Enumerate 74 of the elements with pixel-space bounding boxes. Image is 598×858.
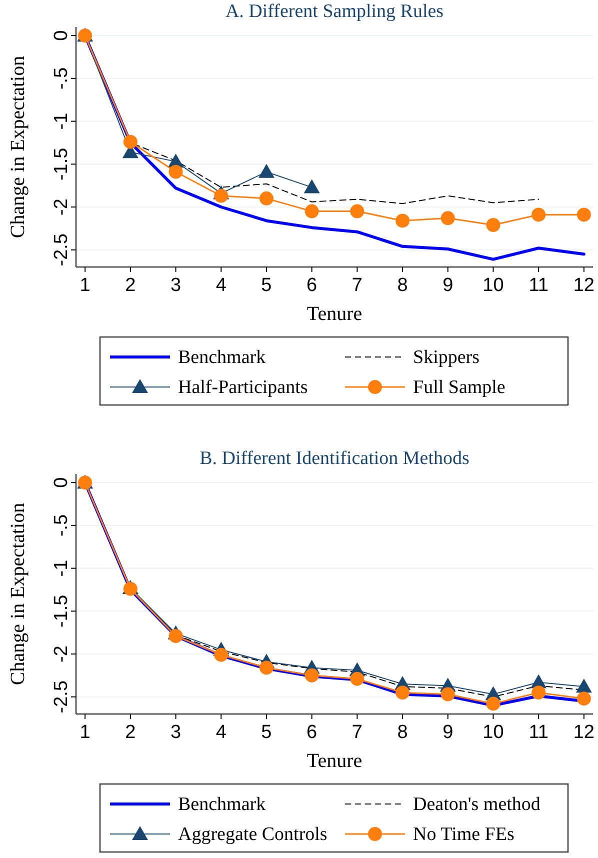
point xyxy=(258,164,274,178)
x-tick-label: 11 xyxy=(528,722,548,743)
y-tick-label: -1 xyxy=(51,112,72,130)
y-tick-label: -1.5 xyxy=(51,594,72,628)
x-tick-label: 8 xyxy=(397,275,408,296)
x-tick-label: 2 xyxy=(125,722,136,743)
point xyxy=(440,687,455,702)
x-tick-label: 1 xyxy=(80,275,90,296)
point xyxy=(259,660,274,675)
y-tick-label: -.5 xyxy=(51,514,72,537)
x-tick-label: 1 xyxy=(80,722,90,743)
x-tick-label: 5 xyxy=(261,275,272,296)
point xyxy=(259,191,274,206)
point xyxy=(396,686,410,700)
y-tick-label: -2 xyxy=(51,198,72,216)
x-tick-label: 3 xyxy=(170,275,182,296)
x-tick-label: 7 xyxy=(352,722,362,743)
y-tick-label: -2.5 xyxy=(51,680,72,714)
legend-label: Deaton's method xyxy=(413,794,541,815)
point xyxy=(214,648,228,662)
point xyxy=(532,208,546,222)
x-tick-label: 4 xyxy=(216,722,227,743)
point xyxy=(214,188,228,203)
point xyxy=(304,179,320,194)
x-tick-label: 12 xyxy=(573,722,594,743)
point xyxy=(440,211,455,226)
y-tick-label: -2 xyxy=(51,646,72,662)
point xyxy=(304,204,319,218)
point xyxy=(350,672,364,686)
x-tick-label: 5 xyxy=(261,722,272,743)
y-tick-label: 0 xyxy=(51,30,72,41)
y-tick-label: 0 xyxy=(51,477,72,488)
legend-label: Skippers xyxy=(413,347,480,368)
x-tick-label: 4 xyxy=(216,275,227,296)
y-tick-label: -1 xyxy=(51,560,72,577)
x-tick-label: 7 xyxy=(352,275,362,296)
point xyxy=(168,629,183,643)
x-tick-label: 10 xyxy=(482,275,504,296)
legend-label: Aggregate Controls xyxy=(178,824,328,845)
point xyxy=(396,214,410,228)
point xyxy=(576,692,591,706)
chart-title: A. Different Sampling Rules xyxy=(225,1,444,22)
y-tick-label: -.5 xyxy=(51,67,72,90)
point xyxy=(350,204,364,218)
point xyxy=(304,668,319,682)
point xyxy=(486,218,500,232)
x-tick-label: 12 xyxy=(573,275,594,296)
y-tick-label: -1.5 xyxy=(51,148,72,181)
x-tick-label: 8 xyxy=(397,722,408,743)
x-tick-label: 10 xyxy=(482,722,504,743)
point xyxy=(576,678,592,693)
point xyxy=(123,134,138,149)
x-axis-title: Tenure xyxy=(306,303,362,325)
legend-label: Benchmark xyxy=(178,347,266,368)
x-tick-label: 9 xyxy=(442,722,454,743)
x-tick-label: 11 xyxy=(528,275,548,296)
x-tick-label: 6 xyxy=(306,275,318,296)
y-axis-title: Change in Expectation xyxy=(7,56,29,238)
legend-label: No Time FEs xyxy=(413,824,514,845)
y-tick-label: -2.5 xyxy=(51,233,72,266)
x-tick-label: 6 xyxy=(306,722,318,743)
x-tick-label: 2 xyxy=(125,275,136,296)
x-tick-label: 3 xyxy=(170,722,182,743)
point xyxy=(576,208,591,222)
point xyxy=(168,164,183,179)
x-tick-label: 9 xyxy=(442,275,454,296)
point xyxy=(486,696,500,711)
point xyxy=(532,686,546,700)
legend-label: Benchmark xyxy=(178,794,266,815)
x-axis-title: Tenure xyxy=(306,750,362,772)
legend-label: Full Sample xyxy=(413,377,506,398)
legend-label: Half-Participants xyxy=(178,377,308,398)
chart-title: B. Different Identification Methods xyxy=(200,448,470,469)
y-axis-title: Change in Expectation xyxy=(7,502,29,686)
